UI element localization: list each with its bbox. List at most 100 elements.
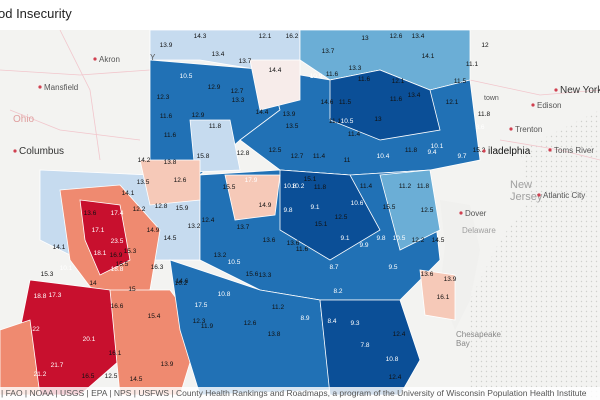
county-value-label[interactable]: 12.9 — [192, 112, 205, 119]
county-value-label[interactable]: 14 — [89, 280, 97, 287]
county-value-label[interactable]: 15.2 — [473, 147, 486, 154]
county-value-label[interactable]: 13.2 — [214, 252, 227, 259]
county-value-label[interactable]: 16.1 — [109, 350, 122, 357]
county-value-label[interactable]: 11.6 — [390, 96, 403, 103]
county-value-label[interactable]: 10.1 — [60, 265, 73, 272]
county-value-label[interactable]: 12.6 — [244, 320, 257, 327]
county-value-label[interactable]: 18.8 — [111, 266, 124, 273]
county-value-label[interactable]: 13.6 — [287, 240, 300, 247]
county-value-label[interactable]: 16.6 — [111, 303, 124, 310]
county-value-label[interactable]: 13.6 — [263, 237, 276, 244]
county-value-label[interactable]: 11.4 — [348, 131, 361, 138]
county-value-label[interactable]: 11.6 — [326, 71, 339, 78]
county-value-label[interactable]: 12.3 — [193, 318, 206, 325]
county-value-label[interactable]: 10.2 — [292, 183, 305, 190]
county-value-label[interactable]: 13.6 — [421, 271, 434, 278]
county-value-label[interactable]: 14.5 — [432, 237, 445, 244]
county-value-label[interactable]: 11.4 — [313, 153, 326, 160]
county-value-label[interactable]: 13.3 — [232, 97, 245, 104]
county-value-label[interactable]: 14.6 — [176, 278, 189, 285]
county-value-label[interactable]: 12.9 — [208, 84, 221, 91]
county-value-label[interactable]: 11.6 — [358, 76, 371, 83]
county-value-label[interactable]: 9.1 — [310, 204, 319, 211]
county-value-label[interactable]: 12.6 — [390, 33, 403, 40]
county-value-label[interactable]: 7.8 — [360, 342, 369, 349]
county-value-label[interactable]: 9.7 — [457, 153, 466, 160]
county-value-label[interactable]: 12.8 — [237, 150, 250, 157]
county-value-label[interactable]: 15.3 — [124, 248, 137, 255]
county-value-label[interactable]: 9.5 — [388, 264, 397, 271]
county-value-label[interactable]: 22 — [32, 326, 40, 333]
county-value-label[interactable]: 18.1 — [94, 250, 107, 257]
county-value-label[interactable]: 16.2 — [286, 33, 299, 40]
county-value-label[interactable]: 12.5 — [335, 214, 348, 221]
county-value-label[interactable]: 14.5 — [130, 376, 143, 383]
county-value-label[interactable]: 8.9 — [300, 315, 309, 322]
county-value-label[interactable]: 10.6 — [351, 200, 364, 207]
county-value-label[interactable]: 15.5 — [223, 184, 236, 191]
county-value-label[interactable]: 11.8 — [405, 147, 418, 154]
county-value-label[interactable]: 13.9 — [161, 361, 174, 368]
county-value-label[interactable]: 11 — [344, 157, 351, 164]
county-value-label[interactable]: 10.5 — [341, 118, 354, 125]
county-value-label[interactable]: 14.1 — [53, 244, 66, 251]
county-value-label[interactable]: 8.6 — [475, 124, 484, 131]
county-value-label[interactable]: 23.5 — [111, 238, 124, 245]
county-value-label[interactable]: 17.9 — [245, 177, 258, 184]
county-value-label[interactable]: 10.5 — [393, 235, 406, 242]
county-value-label[interactable]: 14.6 — [321, 99, 334, 106]
county-value-label[interactable]: 9.1 — [340, 235, 349, 242]
county-value-label[interactable]: 9.8 — [283, 207, 292, 214]
county-value-label[interactable]: 10.1 — [431, 143, 444, 150]
county-value-label[interactable]: 21.2 — [34, 371, 47, 378]
county-value-label[interactable]: 12.6 — [174, 177, 187, 184]
county-value-label[interactable]: 16.2 — [175, 280, 188, 287]
county-value-label[interactable]: 11.8 — [314, 184, 327, 191]
county-value-label[interactable]: 13.6 — [84, 210, 97, 217]
county-value-label[interactable]: 12.1 — [259, 33, 272, 40]
county-value-label[interactable]: 12.7 — [231, 88, 244, 95]
county-value-label[interactable]: 13.7 — [322, 48, 335, 55]
county-value-label[interactable]: 16.1 — [437, 294, 450, 301]
county-value-label[interactable]: 13.5 — [137, 179, 150, 186]
county-value-label[interactable]: 11.6 — [296, 246, 309, 253]
county-value-label[interactable]: 9.4 — [427, 149, 436, 156]
county-value-label[interactable]: 12.2 — [133, 206, 146, 213]
county-value-label[interactable]: 12.4 — [393, 331, 406, 338]
county-value-label[interactable]: 15.5 — [116, 261, 129, 268]
county-value-label[interactable]: 12 — [481, 42, 489, 49]
county-value-label[interactable]: 14.9 — [259, 202, 272, 209]
county-value-label[interactable]: 13.7 — [239, 58, 252, 65]
county-value-label[interactable]: 13.7 — [237, 224, 250, 231]
county-value-label[interactable]: 14.5 — [164, 235, 177, 242]
county-value-label[interactable]: 8.4 — [327, 318, 336, 325]
county-value-label[interactable]: 15.5 — [383, 204, 396, 211]
county-value-label[interactable]: 13.9 — [283, 111, 296, 118]
county-value-label[interactable]: 8.7 — [329, 264, 338, 271]
county-value-label[interactable]: 10.9 — [310, 73, 323, 80]
county-value-label[interactable]: 14.9 — [147, 227, 160, 234]
county-value-label[interactable]: 10.5 — [180, 73, 193, 80]
county-value-label[interactable]: 11.5 — [339, 99, 352, 106]
county-value-label[interactable]: 12.8 — [155, 203, 168, 210]
county-value-label[interactable]: 9.3 — [350, 320, 359, 327]
county-value-label[interactable]: 12.1 — [392, 78, 405, 85]
county-value-label[interactable]: 11.1 — [466, 61, 479, 68]
county-value-label[interactable]: 13.4 — [412, 33, 425, 40]
county-value-label[interactable]: 12.2 — [412, 237, 425, 244]
county-value-label[interactable]: 12.5 — [105, 373, 118, 380]
county-value-label[interactable]: 11.4 — [360, 183, 373, 190]
county-value-label[interactable]: 20.1 — [83, 336, 96, 343]
county-value-label[interactable]: 11.9 — [201, 323, 214, 330]
county-value-label[interactable]: 21.7 — [51, 362, 64, 369]
county-value-label[interactable]: 15.9 — [176, 205, 189, 212]
county-value-label[interactable]: 10.5 — [228, 259, 241, 266]
county-value-label[interactable]: 13.3 — [259, 272, 272, 279]
county-value-label[interactable]: 13.3 — [349, 65, 362, 72]
county-value-label[interactable]: 11.8 — [478, 111, 491, 118]
county-value-label[interactable]: 10.8 — [284, 183, 297, 190]
county-value-label[interactable]: 11.5 — [454, 78, 467, 85]
county-value-label[interactable]: 10.8 — [386, 356, 399, 363]
county-value-label[interactable]: 12.7 — [291, 153, 304, 160]
